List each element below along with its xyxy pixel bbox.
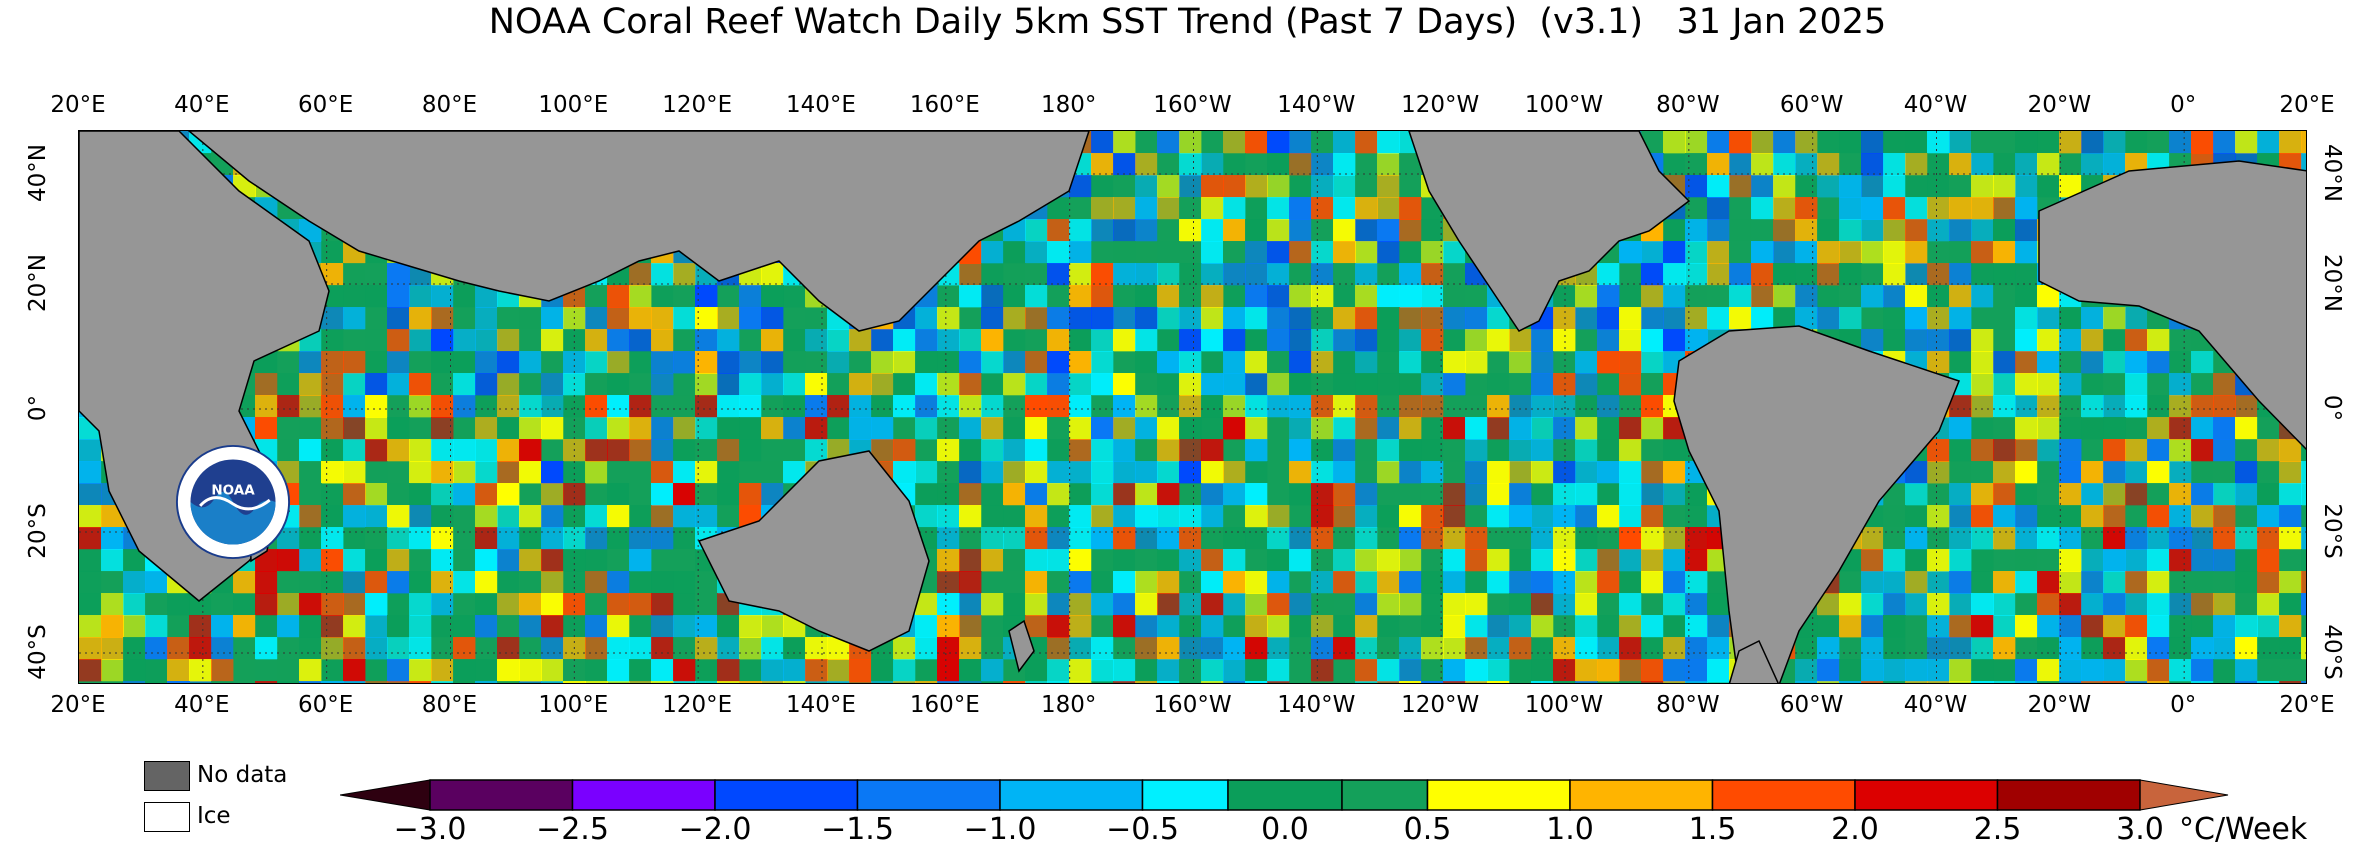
land-africa-west [2038, 160, 2306, 451]
ice-label: Ice [197, 803, 231, 829]
colorbar-bin [571, 779, 716, 811]
no-data-swatch [144, 761, 190, 791]
colorbar-bin [1426, 779, 1571, 811]
lat-label-left: 20°S [25, 503, 51, 559]
colorbar-under-arrow [340, 779, 431, 811]
colorbar-tick: 0.5 [1403, 812, 1452, 847]
colorbar-tick: 0.0 [1261, 812, 1309, 847]
lon-label-top: 20°E [2279, 92, 2335, 118]
lon-label-top: 180° [1040, 92, 1097, 118]
lat-label-left: 20°N [25, 254, 51, 312]
lon-label-bot: 80°W [1656, 692, 1720, 718]
lat-label-right: 40°S [2319, 624, 2345, 680]
lon-label-bot: 60°W [1779, 692, 1844, 718]
land-north-america [1408, 131, 1691, 332]
lon-label-bot: 120°W [1401, 692, 1480, 718]
lon-label-top: 20°E [50, 92, 106, 118]
colorbar-bin [856, 779, 1001, 811]
sst-trend-map: NOAA [78, 130, 2307, 684]
colorbar-bin [1854, 779, 1999, 811]
lat-label-left: 40°S [25, 624, 51, 680]
lon-label-bot: 140°E [786, 692, 856, 718]
ice-swatch [144, 802, 190, 832]
colorbar-tick: −1.5 [821, 812, 894, 847]
lon-label-top: 140°W [1277, 92, 1356, 118]
lon-label-bot: 120°E [662, 692, 733, 718]
lon-label-top: 60°W [1779, 92, 1844, 118]
lon-label-top: 0° [2170, 92, 2197, 118]
lon-label-top: 80°W [1656, 92, 1720, 118]
lon-label-bot: 100°E [538, 692, 609, 718]
colorbar-tick: 1.0 [1546, 812, 1594, 847]
colorbar-bin [1996, 779, 2141, 811]
colorbar-bin [1569, 779, 1714, 811]
lon-label-top: 160°W [1153, 92, 1232, 118]
lon-label-bot: 0° [2170, 692, 2197, 718]
noaa-logo: NOAA [175, 444, 291, 560]
lon-label-bot: 160°W [1153, 692, 1232, 718]
lon-label-top: 100°E [538, 92, 609, 118]
svg-text:NOAA: NOAA [211, 482, 255, 498]
lat-label-right: 20°N [2319, 254, 2345, 312]
colorbar-tick: 2.0 [1831, 812, 1879, 847]
lon-label-bot: 20°W [2027, 692, 2092, 718]
color-bar [340, 779, 2229, 811]
lon-label-bot: 20°E [50, 692, 106, 718]
lon-label-top: 120°W [1401, 92, 1480, 118]
lon-label-bot: 180° [1040, 692, 1097, 718]
lon-label-bot: 40°W [1903, 692, 1968, 718]
colorbar-over-arrow [2139, 779, 2229, 811]
colorbar-bin [429, 779, 574, 811]
lon-label-top: 20°W [2027, 92, 2092, 118]
colorbar-tick: −2.5 [536, 812, 609, 847]
lon-label-bot: 80°E [421, 692, 478, 718]
lon-label-top: 120°E [662, 92, 733, 118]
lon-label-top: 80°E [421, 92, 478, 118]
colorbar-tick: −0.5 [1106, 812, 1179, 847]
lon-label-bot: 160°E [909, 692, 980, 718]
lon-label-top: 60°E [298, 92, 354, 118]
lon-label-top: 100°W [1524, 92, 1604, 118]
lon-label-bot: 60°E [298, 692, 354, 718]
land-new-zealand [1008, 619, 1035, 673]
lat-label-left: 0° [25, 394, 51, 422]
lon-label-top: 160°E [909, 92, 980, 118]
lon-label-bot: 140°W [1277, 692, 1356, 718]
colorbar-bin [1711, 779, 1856, 811]
map-title: NOAA Coral Reef Watch Daily 5km SST Tren… [488, 2, 1887, 42]
land-australia [697, 450, 930, 652]
colorbar-bin [1341, 779, 1429, 811]
colorbar-tick: −3.0 [393, 812, 467, 847]
colorbar-unit: °C/Week [2179, 812, 2308, 847]
lon-label-top: 40°W [1903, 92, 1968, 118]
colorbar-tick: 2.5 [1973, 812, 2022, 847]
colorbar-bin [1141, 779, 1229, 811]
colorbar-tick: −2.0 [678, 812, 752, 847]
lon-label-bot: 20°E [2279, 692, 2335, 718]
lat-label-right: 40°N [2319, 144, 2345, 202]
lat-label-right: 0° [2319, 394, 2345, 422]
lon-label-bot: 40°E [174, 692, 230, 718]
no-data-label: No data [197, 762, 288, 788]
colorbar-bin [999, 779, 1144, 811]
lat-label-right: 20°S [2319, 503, 2345, 559]
lon-label-bot: 100°W [1524, 692, 1604, 718]
lat-label-left: 40°N [25, 144, 51, 202]
map-canvas [79, 131, 2306, 683]
land-eurasia [187, 131, 1090, 332]
lon-label-top: 140°E [786, 92, 856, 118]
colorbar-tick: 3.0 [2116, 812, 2164, 847]
colorbar-bin [1227, 779, 1343, 811]
land-antarctic-peninsula [1728, 639, 1779, 683]
colorbar-bin [714, 779, 859, 811]
colorbar-tick: −1.0 [963, 812, 1037, 847]
land-south-america [1673, 325, 1960, 683]
colorbar-tick: 1.5 [1688, 812, 1737, 847]
lon-label-top: 40°E [174, 92, 230, 118]
